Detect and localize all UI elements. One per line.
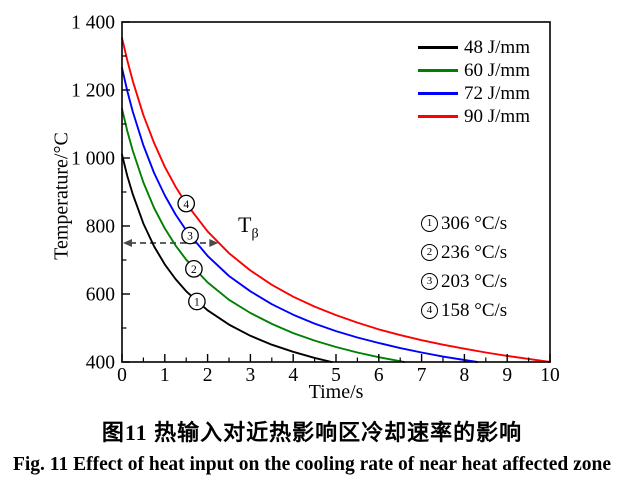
y-tick-label: 600 — [86, 285, 115, 306]
x-tick-label: 5 — [331, 365, 341, 386]
curve-48-j-mm — [121, 153, 333, 363]
t-beta-sub: β — [251, 226, 259, 242]
curve-72-j-mm — [121, 66, 479, 363]
t-beta-label: Tβ — [238, 212, 259, 242]
curve-marker-number: 1 — [194, 297, 200, 309]
legend-item: 90 J/mm — [418, 105, 530, 128]
legend-item: 60 J/mm — [418, 59, 530, 82]
t-beta-arrow-head-right — [209, 239, 219, 247]
circled-number: 1 — [421, 215, 438, 232]
curve-marker-2 — [185, 259, 203, 278]
legend: 48 J/mm 60 J/mm 72 J/mm 90 J/mm — [418, 36, 530, 128]
y-tick-label: 400 — [86, 353, 115, 374]
x-tick-label: 2 — [203, 365, 213, 386]
legend-item: 48 J/mm — [418, 36, 530, 59]
circled-number: 4 — [421, 302, 438, 319]
x-tick-label: 6 — [374, 365, 384, 386]
curve-60-j-mm — [121, 107, 406, 363]
x-tick-label: 7 — [417, 365, 427, 386]
circled-number: 2 — [421, 244, 438, 261]
circled-number: 3 — [421, 273, 438, 290]
y-tick-label: 800 — [86, 217, 115, 238]
cooling-curve-chart: 0 1 2 3 4 5 6 7 8 9 10 400 600 800 1 000 1 200 1 400 1 2 3 4 — [71, 13, 560, 387]
cooling-rate-value: 203 °C/s — [441, 270, 508, 292]
cooling-rate-list: 1 306 °C/s 2 236 °C/s 3 203 °C/s 4 158 °C/s — [421, 209, 507, 325]
t-beta-arrow-head-left — [123, 239, 132, 247]
cooling-rate-item: 1 306 °C/s — [421, 209, 507, 238]
y-tick-label: 1 000 — [71, 149, 115, 170]
x-tick-label: 9 — [502, 365, 512, 386]
legend-line-swatch — [418, 115, 458, 118]
legend-label: 72 J/mm — [464, 83, 530, 104]
x-tick-label: 10 — [540, 365, 560, 386]
x-tick-label: 8 — [460, 365, 470, 386]
caption-chinese: 图11 热输入对近热影响区冷却速率的影响 — [101, 420, 523, 445]
curve-marker-number: 4 — [183, 199, 189, 211]
curve-marker-3 — [181, 226, 199, 245]
x-tick-label: 1 — [160, 365, 170, 386]
y-axis-title: Temperature/°C — [50, 132, 73, 260]
cooling-rate-item: 3 203 °C/s — [421, 267, 507, 296]
cooling-rate-item: 4 158 °C/s — [421, 296, 507, 325]
curve-marker-1 — [188, 292, 206, 311]
curve-marker-4 — [177, 194, 196, 213]
cooling-rate-value: 158 °C/s — [441, 299, 508, 321]
curve-marker-number: 2 — [191, 264, 197, 276]
legend-label: 48 J/mm — [464, 37, 530, 58]
x-axis-title: Time/s — [308, 381, 364, 403]
caption-english: Fig. 11 Effect of heat input on the cool… — [12, 454, 612, 475]
curve-marker-number: 3 — [187, 231, 193, 243]
legend-label: 90 J/mm — [464, 106, 530, 127]
curve-90-j-mm — [121, 37, 551, 363]
legend-label: 60 J/mm — [464, 60, 530, 81]
cooling-rate-value: 306 °C/s — [441, 212, 508, 234]
y-tick-label: 1 200 — [71, 81, 115, 102]
legend-line-swatch — [418, 69, 458, 72]
x-tick-label: 4 — [288, 365, 298, 386]
cooling-rate-value: 236 °C/s — [441, 241, 508, 263]
legend-line-swatch — [418, 92, 458, 95]
t-beta-main: T — [238, 212, 252, 237]
cooling-rate-item: 2 236 °C/s — [421, 238, 507, 267]
legend-line-swatch — [418, 46, 458, 49]
y-tick-label: 1 400 — [71, 13, 115, 34]
x-tick-label: 0 — [117, 365, 127, 386]
legend-item: 72 J/mm — [418, 82, 530, 105]
x-tick-label: 3 — [246, 365, 256, 386]
